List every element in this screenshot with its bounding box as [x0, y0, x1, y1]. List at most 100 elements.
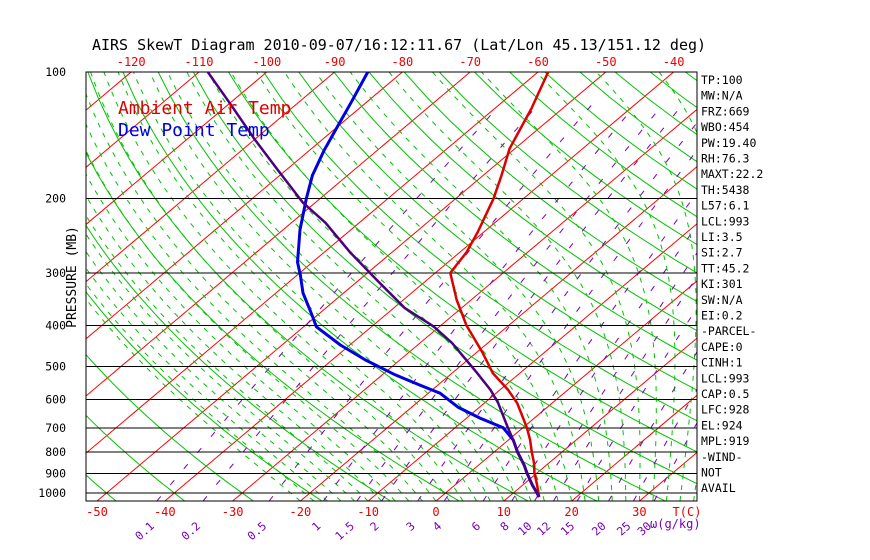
stats-line: -WIND-: [701, 450, 743, 464]
pressure-tick-label: 800: [45, 445, 66, 459]
ambient-temp-curve: [449, 72, 550, 498]
stats-line: PW:19.40: [701, 136, 756, 150]
mixing-ratio-tick-label: 25: [614, 519, 634, 539]
mixing-ratio-tick-label: 10: [515, 519, 535, 539]
isotherm-line: [96, 72, 607, 501]
top-temp-tick-label: -100: [252, 55, 281, 69]
moist-adiabat-line: [535, 72, 676, 501]
mixing-ratio-tick-label: 0.5: [244, 519, 269, 543]
dry-adiabat-line: [649, 72, 697, 109]
top-temp-tick-label: -90: [324, 55, 346, 69]
bottom-temp-tick-label: -10: [357, 505, 379, 519]
moist-adiabat-line: [230, 72, 559, 501]
bottom-temp-tick-label: -40: [154, 505, 176, 519]
top-temp-tick-label: -40: [663, 55, 685, 69]
mixing-ratio-tick-label: 12: [534, 519, 554, 539]
plot-frame: [85, 71, 698, 502]
moist-adiabat-line: [432, 72, 641, 501]
mixing-ratio-tick-label: 4: [430, 519, 445, 534]
stats-line: LCL:993: [701, 371, 750, 385]
dry-adiabat-line: [368, 72, 697, 332]
stats-line: RH:76.3: [701, 152, 750, 166]
legend-dewpoint-label: Dew Point Temp: [118, 120, 270, 141]
stats-line: CAP:0.5: [701, 387, 749, 401]
isotherm-line: [0, 72, 63, 505]
stats-line: TP:100: [701, 73, 743, 87]
mixing-ratio-tick-label: 2: [367, 519, 382, 534]
pressure-tick-label: 300: [45, 266, 66, 280]
mixing-ratio-tick-label: 20: [589, 519, 609, 539]
moist-adiabat-line: [86, 283, 315, 501]
stats-line: EL:924: [701, 418, 743, 432]
legend-ambient-label: Ambient Air Temp: [118, 98, 291, 119]
isotherm-line: [299, 165, 697, 501]
mixing-ratio-tick-label: 0.2: [178, 519, 203, 543]
mixing-ratio-tick-label: 1: [309, 519, 324, 534]
stats-line: L57:6.1: [701, 199, 750, 213]
moist-adiabat-line: [284, 72, 586, 501]
moist-adiabat-line: [86, 214, 369, 501]
top-temp-tick-label: -120: [117, 55, 146, 69]
mixing-ratio-line: [653, 421, 697, 501]
stats-line: MW:N/A: [701, 89, 743, 103]
stats-line: WBO:454: [701, 120, 750, 134]
dew-point-curve: [296, 72, 541, 498]
isotherm-lines: [0, 72, 697, 505]
isotherm-line: [86, 72, 403, 340]
moist-adiabat-line: [132, 72, 491, 501]
dry-adiabat-line: [86, 224, 391, 501]
dry-adiabat-line: [86, 414, 186, 501]
pressure-tick-label: 200: [45, 192, 66, 206]
page-title: AIRS SkewT Diagram 2010-09-07/16:12:11.6…: [92, 36, 706, 54]
moist-adiabat-line: [86, 250, 342, 501]
dry-adiabat-line: [157, 72, 666, 501]
bottom-temp-tick-label: 0: [432, 505, 439, 519]
pressure-gridlines: [85, 71, 698, 502]
moist-adiabat-line: [86, 194, 383, 501]
temp-unit-label: T(C): [673, 505, 702, 519]
stats-line: SW:N/A: [701, 293, 743, 307]
mixing-ratio-tick-label: 15: [558, 519, 578, 539]
dry-adiabat-line: [0, 72, 47, 501]
stats-line: LI:3.5: [701, 230, 743, 244]
top-temp-tick-label: -50: [595, 55, 617, 69]
isotherm-line: [570, 394, 697, 501]
mixing-ratio-line: [356, 104, 663, 501]
mixing-ratio-line: [482, 191, 697, 501]
moist-adiabat-line: [349, 72, 613, 501]
isotherm-line: [164, 72, 674, 501]
moist-adiabat-line: [481, 72, 657, 501]
mixing-ratio-line: [202, 104, 538, 501]
mixing-ratio-unit-label: ω(g/kg): [650, 517, 701, 531]
dry-adiabat-line: [333, 72, 697, 361]
stats-line: LFC:928: [701, 403, 750, 417]
pressure-tick-label: 900: [45, 467, 66, 481]
isotherm-line: [231, 108, 697, 501]
stats-line: CINH:1: [701, 356, 743, 370]
moist-adiabat-line: [86, 233, 355, 501]
stats-line: TH:5438: [701, 183, 750, 197]
isotherm-line: [86, 72, 200, 168]
pressure-tick-label: 700: [45, 421, 66, 435]
stats-line: MPL:919: [701, 434, 750, 448]
moist-adiabat-line: [149, 72, 505, 501]
isotherm-line: [503, 337, 697, 501]
stats-line: MAXT:22.2: [701, 167, 763, 181]
dry-adiabat-line: [263, 72, 697, 422]
mixing-ratio-line: [632, 388, 697, 501]
pressure-tick-label: 100: [45, 65, 66, 79]
pressure-axis-label: PRESSURE (MB): [65, 226, 80, 328]
stats-line: CAPE:0: [701, 340, 743, 354]
moist-adiabat-line: [86, 92, 437, 501]
mixing-ratio-line: [511, 224, 697, 501]
dry-adiabat-line: [86, 151, 460, 501]
bottom-temp-tick-label: -50: [86, 505, 108, 519]
dry-adiabat-line: [438, 72, 697, 274]
moist-adiabat-line: [315, 72, 600, 501]
dry-adiabat-line: [86, 474, 117, 501]
bottom-temp-tick-label: 20: [564, 505, 578, 519]
mixing-ratio-line: [534, 252, 697, 501]
mixing-ratio-tick-label: 8: [497, 519, 512, 534]
top-temp-tick-label: -60: [527, 55, 549, 69]
pressure-tick-label: 500: [45, 359, 66, 373]
